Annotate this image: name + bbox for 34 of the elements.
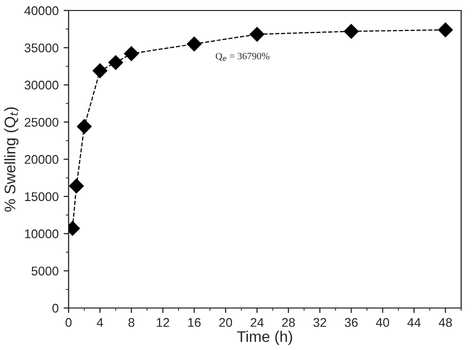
point — [124, 46, 139, 62]
x-tick-label: 4 — [96, 318, 104, 327]
x-tick-label: 28 — [282, 318, 295, 327]
x-tick-label: 8 — [128, 318, 134, 327]
x-tick-label: 0 — [66, 318, 72, 327]
x-tick-label: 36 — [344, 318, 358, 327]
y-tick-label: 15000 — [25, 192, 58, 202]
point — [250, 26, 264, 42]
y-tick-label: 0 — [52, 304, 58, 313]
y-tick-label: 5000 — [32, 266, 58, 276]
y-tick-label: 25000 — [24, 118, 58, 127]
point — [69, 178, 84, 194]
y-axis-title: % Swelling (Q$_{t}$) — [4, 107, 18, 212]
point — [92, 63, 108, 78]
x-tick-label: 48 — [438, 318, 452, 327]
y-tick-label: 35000 — [24, 43, 58, 52]
y-tick-label: 40000 — [24, 6, 58, 16]
point — [76, 119, 92, 134]
point — [186, 36, 202, 52]
x-tick-label: 40 — [376, 318, 390, 327]
x-axis-title: Time (h) — [237, 330, 292, 345]
x-tick-label: 20 — [219, 318, 232, 327]
x-tick-label: 16 — [188, 318, 201, 327]
point — [344, 24, 359, 39]
annotation: Q$_{e}$ = 36790% — [216, 52, 270, 61]
x-tick-label: 32 — [313, 318, 326, 327]
x-tick-label: 12 — [156, 318, 170, 327]
point — [108, 55, 124, 70]
x-tick-label: 44 — [407, 318, 421, 327]
point — [438, 22, 453, 38]
y-tick-label: 30000 — [24, 80, 58, 90]
x-tick-label: 24 — [250, 318, 264, 327]
y-tick-label: 10000 — [25, 229, 58, 238]
y-tick-label: 20000 — [24, 155, 58, 164]
